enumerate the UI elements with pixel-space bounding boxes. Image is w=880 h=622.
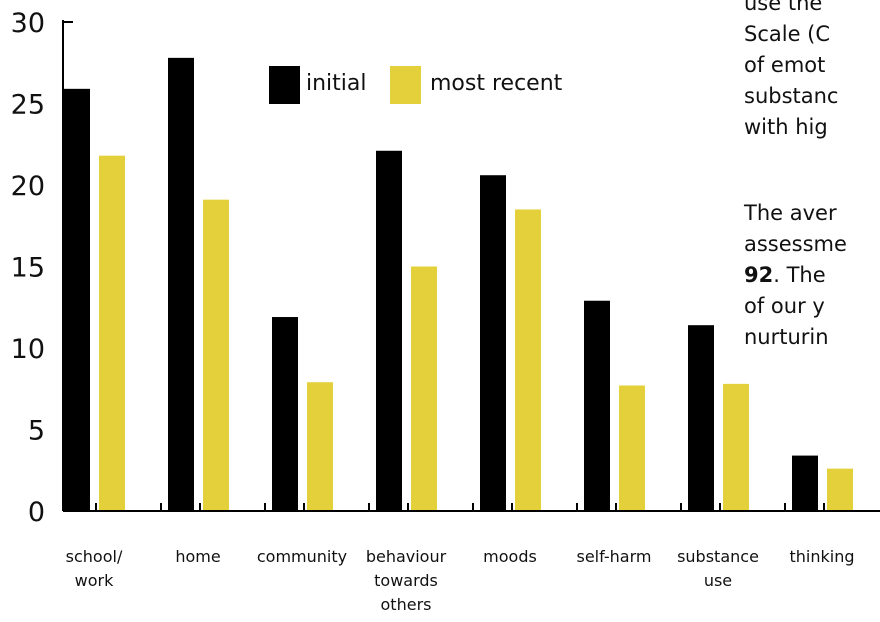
bar-initial	[168, 57, 194, 512]
bar-most-recent	[203, 199, 229, 512]
y-axis: 0 5 10 15 20 25 30	[11, 8, 73, 528]
y-tick-label: 15	[11, 253, 45, 284]
side-paragraph-2: The aver assessme 92. The of our y nurtu…	[744, 198, 880, 353]
x-tick-label: thinking	[789, 547, 854, 566]
x-axis: school/work home community behaviour towards…	[63, 503, 880, 614]
x-tick-label: behaviour towards others	[366, 547, 447, 614]
bar-most-recent	[723, 383, 749, 511]
bar-initial	[792, 455, 818, 511]
x-tick-label: self-harm	[577, 547, 652, 566]
side-line: Scale (C	[744, 22, 831, 46]
side-line: with hig	[744, 115, 828, 139]
bar-initial	[584, 300, 610, 511]
y-tick-label: 20	[11, 171, 45, 202]
bar-most-recent	[307, 382, 333, 511]
y-tick-label: 10	[11, 334, 45, 365]
x-tick-label: moods	[483, 547, 537, 566]
side-paragraph-1: use the Scale (C of emot substanc with h…	[744, 0, 880, 143]
x-tick-label: school/work	[66, 547, 123, 590]
side-line-bold: 92. The	[744, 260, 880, 291]
side-line: assessme	[744, 232, 847, 256]
bar-initial	[272, 317, 298, 511]
bar-initial	[688, 325, 714, 511]
legend-swatch-most-recent	[390, 66, 421, 104]
bar-most-recent	[619, 385, 645, 511]
legend-label-initial: initial	[306, 71, 367, 96]
bar-initial	[64, 88, 90, 511]
x-tick-label: home	[175, 547, 220, 566]
x-tick-label: community	[257, 547, 347, 566]
bar-most-recent	[99, 155, 125, 511]
side-line: substanc	[744, 84, 839, 108]
legend-label-most-recent: most recent	[430, 71, 563, 96]
side-line: of emot	[744, 53, 826, 77]
legend-swatch-initial	[269, 66, 300, 104]
y-tick-label: 5	[28, 416, 45, 447]
legend: initial most recent	[269, 66, 563, 104]
side-line: The aver	[744, 201, 837, 225]
y-tick-label: 0	[28, 497, 45, 528]
bars-group	[64, 57, 853, 512]
bold-value: 92	[744, 263, 774, 287]
side-line: nurturin	[744, 325, 829, 349]
y-tick-label: 25	[11, 90, 45, 121]
side-line: use the	[744, 0, 823, 15]
x-tick-label: substance use	[677, 547, 759, 590]
bar-most-recent	[827, 468, 853, 511]
bar-initial	[480, 175, 506, 511]
side-line: of our y	[744, 294, 825, 318]
bar-initial	[376, 150, 402, 511]
side-fragment: . The	[773, 263, 826, 287]
bar-most-recent	[411, 266, 437, 511]
y-tick-label: 30	[11, 8, 45, 39]
bar-most-recent	[515, 209, 541, 511]
